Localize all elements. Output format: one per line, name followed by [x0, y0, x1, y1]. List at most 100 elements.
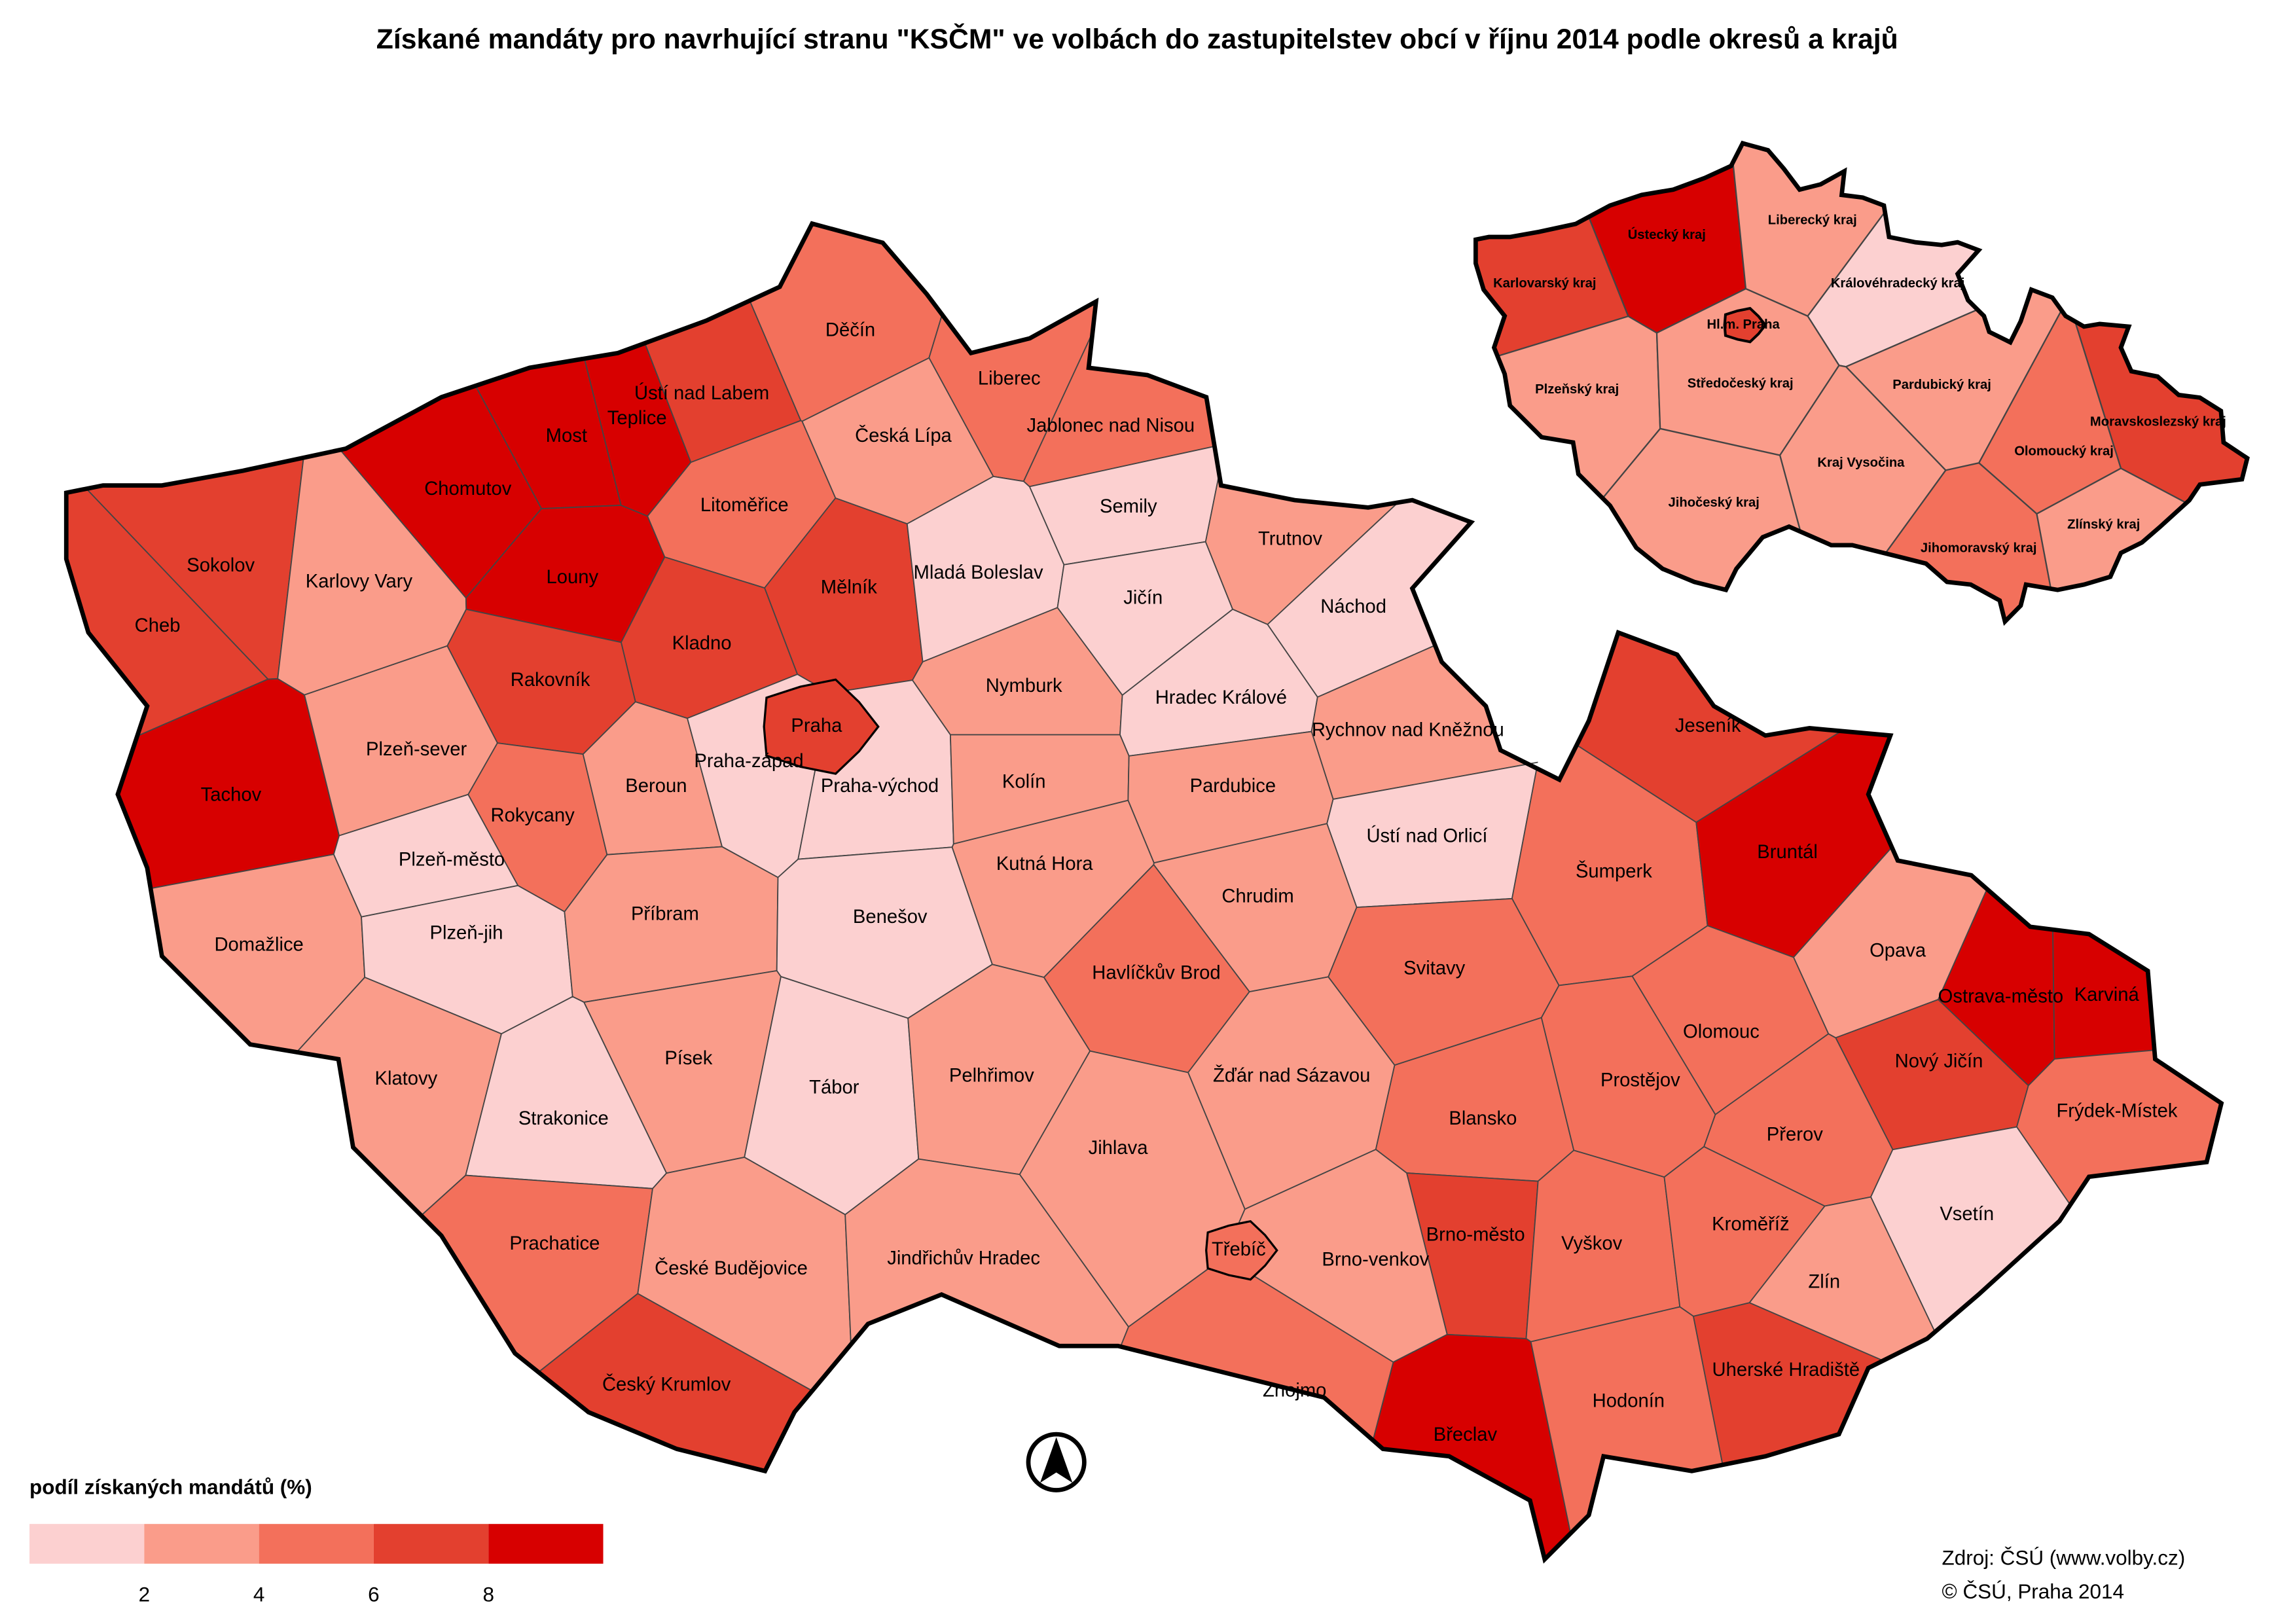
district-label: Havlíčkův Brod	[1092, 962, 1220, 983]
region-label: Karlovarský kraj	[1493, 276, 1596, 291]
district-label: Náchod	[1320, 596, 1386, 617]
district-label: Opava	[1870, 941, 1926, 962]
district-label: Mladá Boleslav	[914, 562, 1043, 583]
district-label: Jeseník	[1675, 715, 1741, 736]
district-label: Znojmo	[1263, 1380, 1326, 1401]
district-label: Ostrava-město	[1938, 986, 2064, 1007]
district-label: Pelhřimov	[949, 1066, 1034, 1087]
district-label: Beroun	[625, 776, 687, 797]
district-label: Nymburk	[986, 676, 1062, 696]
region-label: Moravskoslezský kraj	[2090, 414, 2226, 429]
district-label: Žďár nad Sázavou	[1213, 1065, 1370, 1087]
district-label: Brno-venkov	[1322, 1250, 1429, 1271]
region-label: Plzeňský kraj	[1535, 382, 1619, 397]
district-label: Prostějov	[1600, 1070, 1680, 1091]
district-label: Benešov	[853, 907, 928, 928]
region-label: Liberecký kraj	[1768, 213, 1857, 227]
legend-tick-label: 8	[482, 1583, 494, 1606]
district-label: Litoměřice	[700, 495, 789, 516]
legend-tick-label: 2	[139, 1583, 151, 1606]
district-label: Olomouc	[1683, 1021, 1760, 1042]
district-label: Louny	[547, 567, 599, 588]
legend-tick-label: 4	[253, 1583, 265, 1606]
region-layer	[1473, 140, 2250, 626]
district-label: Brno-město	[1426, 1224, 1525, 1245]
district-label: Rychnov nad Kněžnou	[1312, 720, 1504, 741]
district-label: Praha-východ	[821, 776, 939, 797]
district-label: Třebíč	[1212, 1239, 1266, 1260]
district-label: Chrudim	[1221, 886, 1293, 907]
district-label: Jihlava	[1089, 1138, 1149, 1159]
district	[1205, 1219, 1278, 1281]
district-label: Bruntál	[1757, 842, 1818, 863]
district-label: Cheb	[135, 615, 181, 636]
district-label: Šumperk	[1576, 859, 1652, 882]
district-label: Jičín	[1123, 587, 1163, 608]
legend-tick-label: 6	[368, 1583, 380, 1606]
district-label: Frýdek-Místek	[2056, 1101, 2177, 1122]
district-label: Sokolov	[187, 555, 255, 576]
district-label: Domažlice	[214, 935, 303, 956]
district-label: Klatovy	[374, 1068, 437, 1089]
region-label: Olomoucký kraj	[2014, 444, 2114, 458]
copyright: © ČSÚ, Praha 2014	[1942, 1580, 2124, 1603]
district-label: Prachatice	[509, 1233, 600, 1254]
district-label: Břeclav	[1434, 1424, 1498, 1445]
district-label: České Budějovice	[655, 1257, 808, 1279]
district-label: Teplice	[607, 408, 667, 429]
label-layer: Děčín Ústí nad Labem Teplice Most Chomutov Li…	[135, 213, 2226, 1445]
district-label: Český Krumlov	[602, 1373, 731, 1396]
district-label: Ústí nad Orlicí	[1366, 825, 1487, 846]
legend-swatch	[29, 1524, 145, 1564]
district-label: Strakonice	[518, 1108, 609, 1129]
border	[1473, 140, 2250, 626]
source: Zdroj: ČSÚ (www.volby.cz)	[1942, 1546, 2186, 1569]
district-label: Rakovník	[511, 670, 590, 691]
district-label: Trutnov	[1258, 528, 1322, 549]
region-label: Pardubický kraj	[1892, 378, 1991, 392]
district-layer	[63, 221, 2224, 1564]
district-label: Hradec Králové	[1155, 687, 1287, 708]
district-label: Blansko	[1449, 1108, 1517, 1129]
district-label: Semily	[1100, 496, 1157, 517]
district-label: Plzeň-město	[399, 849, 505, 870]
region-label: Jihomoravský kraj	[1921, 541, 2037, 556]
legend-swatch	[144, 1524, 259, 1564]
district-label: Přerov	[1767, 1125, 1823, 1146]
district-label: Vyškov	[1561, 1233, 1622, 1254]
legend-swatch	[488, 1524, 604, 1564]
district-label: Písek	[664, 1048, 712, 1069]
district-label: Česká Lípa	[855, 424, 952, 446]
district-label: Tábor	[809, 1077, 859, 1098]
district-label: Vsetín	[1940, 1204, 1994, 1225]
legend-title: podíl získaných mandátů (%)	[29, 1476, 312, 1499]
north-arrow	[1026, 1432, 1087, 1492]
district-label: Děčín	[825, 319, 875, 340]
region-label: Středočeský kraj	[1688, 376, 1794, 391]
border	[63, 221, 2224, 1564]
district-label: Chomutov	[424, 478, 511, 499]
region-label: Jihočeský kraj	[1669, 496, 1760, 510]
district-label: Liberec	[978, 369, 1041, 389]
district	[763, 678, 880, 775]
legend: 2 4 6 8	[29, 1524, 604, 1606]
district-label: Karlovy Vary	[306, 571, 413, 592]
district-label: Nový Jičín	[1895, 1051, 1983, 1072]
district-label: Kladno	[672, 633, 732, 654]
district-label: Svitavy	[1403, 958, 1466, 979]
district-label: Karviná	[2074, 984, 2140, 1005]
district-label: Tachov	[201, 784, 262, 805]
district-label: Rokycany	[491, 805, 575, 826]
district-label: Mělník	[821, 577, 877, 598]
region-label: Královéhradecký kraj	[1831, 276, 1965, 291]
district-label: Plzeň-sever	[366, 739, 467, 760]
district-label: Jablonec nad Nisou	[1027, 415, 1195, 436]
district-label: Kutná Hora	[996, 854, 1093, 875]
district-label: Příbram	[631, 904, 699, 925]
region-label: Hl.m. Praha	[1707, 317, 1780, 332]
region-label: Kraj Vysočina	[1817, 456, 1905, 470]
district-label: Kroměříž	[1712, 1214, 1789, 1235]
district-label: Praha	[791, 715, 842, 736]
legend-swatch	[373, 1524, 489, 1564]
region-label: Zlínský kraj	[2067, 518, 2140, 532]
